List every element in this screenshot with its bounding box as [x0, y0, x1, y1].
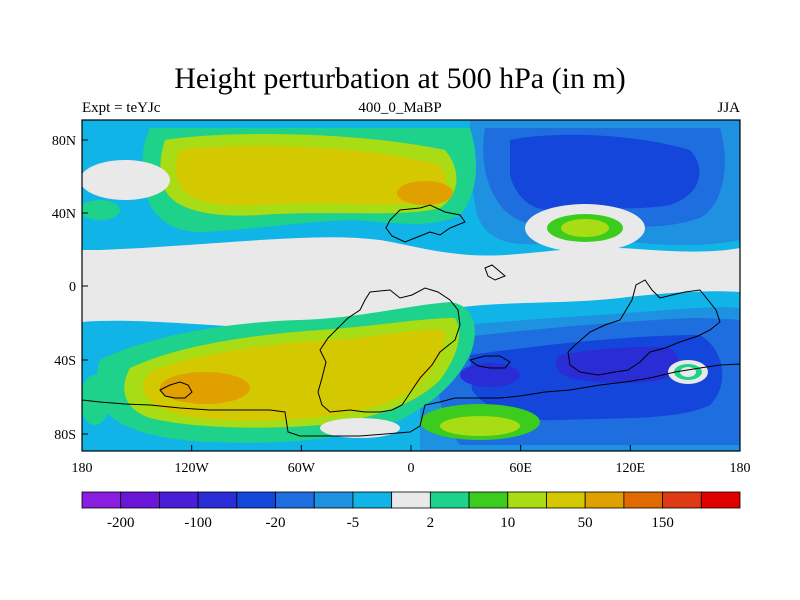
y-tick-label: 40N	[52, 207, 76, 222]
colorbar-swatch	[197, 491, 238, 509]
south-blue-darkest-2	[460, 363, 520, 387]
coastline-south-island	[468, 355, 511, 369]
colorbar-swatch	[468, 491, 509, 509]
y-axis-labels: 80N 40N 0 40S 80S	[52, 134, 76, 443]
colorbar-swatch	[546, 491, 586, 509]
contour-field	[82, 120, 740, 451]
colorbar-swatch	[159, 491, 199, 509]
colorbar-swatch	[507, 491, 547, 509]
x-axis-labels: 180 120W 60W 0 60E 120E 180	[72, 461, 751, 476]
colorbar-swatch	[584, 491, 625, 509]
north-hole-1	[82, 160, 170, 200]
y-tick-label: 80N	[52, 134, 76, 149]
y-tick-label: 80S	[54, 428, 76, 443]
x-tick-label: 0	[408, 461, 415, 476]
time-label: 400_0_MaBP	[358, 100, 442, 116]
south-blue-darkest	[555, 346, 679, 383]
colorbar-swatch	[313, 491, 354, 509]
colorbar-swatch	[275, 491, 315, 509]
coastline-south-east	[567, 279, 721, 376]
coastline-south-block	[317, 287, 461, 413]
colorbar-swatch	[81, 491, 122, 509]
colorbar-swatch	[623, 491, 663, 509]
x-tick-label: 60E	[509, 461, 532, 476]
y-tick-label: 40S	[54, 354, 76, 369]
colorbar-label: -5	[347, 515, 360, 531]
north-yellow	[175, 145, 446, 206]
southwest-green-patch	[82, 375, 110, 425]
colorbar-label: 150	[651, 515, 674, 531]
map-title: Height perturbation at 500 hPa (in m)	[174, 62, 626, 95]
colorbar	[81, 491, 741, 509]
x-tick-label: 120E	[616, 461, 646, 476]
season-label: JJA	[717, 100, 740, 116]
north-eurasia-yellow	[561, 219, 609, 237]
north-orange	[397, 181, 453, 205]
south-hole-core	[680, 367, 696, 377]
colorbar-label: -100	[184, 515, 212, 531]
x-tick-label: 180	[730, 461, 751, 476]
colorbar-swatch	[391, 491, 431, 509]
colorbar-swatch	[662, 491, 702, 509]
y-tick-label: 0	[69, 280, 76, 295]
axis-ticks	[81, 139, 741, 451]
colorbar-swatch	[120, 491, 160, 509]
colorbar-label: 50	[578, 515, 593, 531]
coastline-south-small	[159, 381, 193, 399]
colorbar-swatch	[429, 491, 470, 509]
colorbar-labels: -200 -100 -20 -5 2 10 50 150	[107, 515, 674, 531]
colorbar-label: 2	[427, 515, 435, 531]
colorbar-label: -20	[266, 515, 286, 531]
x-tick-label: 120W	[175, 461, 210, 476]
south-neutral-gap	[320, 418, 400, 438]
coastline-north	[385, 204, 466, 243]
colorbar-label: -200	[107, 515, 135, 531]
north-blue-deep	[510, 134, 700, 211]
experiment-label: Expt = teYJc	[82, 100, 161, 116]
south-orange	[160, 372, 250, 404]
x-tick-label: 180	[72, 461, 93, 476]
coastline-outlines	[81, 204, 741, 437]
colorbar-swatch	[352, 491, 393, 509]
colorbar-swatch	[236, 491, 276, 509]
colorbar-label: 10	[500, 515, 515, 531]
south-yellow-patch	[440, 416, 520, 436]
coastline-central	[484, 264, 506, 281]
coastline-south-west	[81, 363, 741, 437]
colorbar-swatch	[700, 491, 741, 509]
x-tick-label: 60W	[288, 461, 316, 476]
north-green-patch	[82, 200, 120, 220]
